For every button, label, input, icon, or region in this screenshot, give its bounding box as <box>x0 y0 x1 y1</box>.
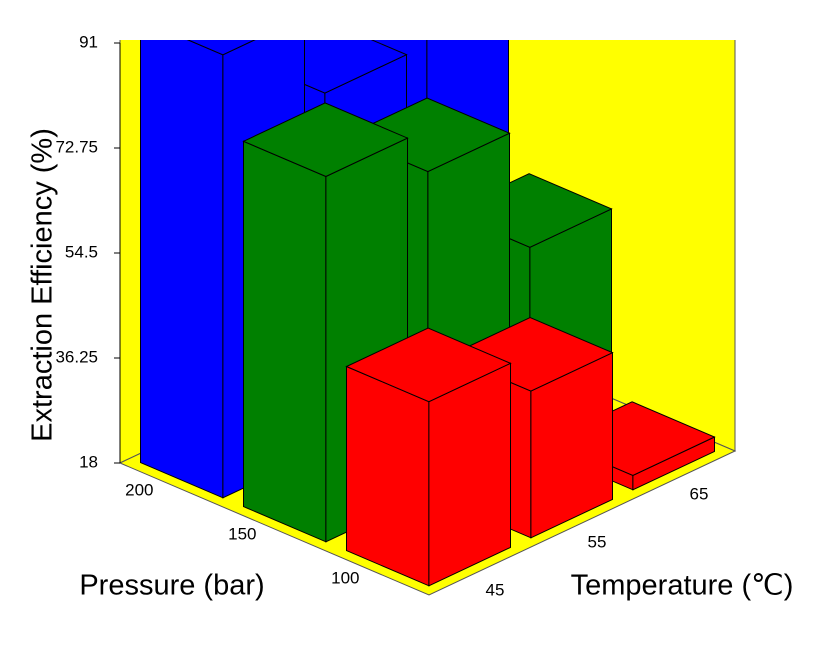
bar-top <box>242 102 409 178</box>
z-tick-label: 18 <box>79 452 98 471</box>
z-tick-label: 36.25 <box>55 347 98 366</box>
y-tick-label: 200 <box>125 480 153 499</box>
y-axis-title: Pressure (bar) <box>79 570 264 602</box>
bar-side <box>140 40 224 499</box>
x-tick-label: 55 <box>588 532 607 551</box>
x-tick-label: 65 <box>690 484 709 503</box>
bar-top <box>186 40 256 56</box>
bar-top <box>345 327 512 403</box>
x-tick-label: 45 <box>486 580 505 599</box>
bar-side <box>243 140 327 543</box>
bar-front <box>428 362 511 587</box>
z-tick-label: 91 <box>79 32 98 51</box>
z-axis-title: Extraction Efficiency (%) <box>27 128 59 442</box>
x-axis-title: Temperature (℃) <box>571 570 794 602</box>
z-tick-label: 72.75 <box>55 137 98 156</box>
y-tick-label: 150 <box>228 524 256 543</box>
bar <box>345 327 512 587</box>
z-tick-label: 54.5 <box>65 242 98 261</box>
y-tick-label: 100 <box>331 568 359 587</box>
plot-area <box>118 40 737 596</box>
bar-side <box>346 365 430 587</box>
